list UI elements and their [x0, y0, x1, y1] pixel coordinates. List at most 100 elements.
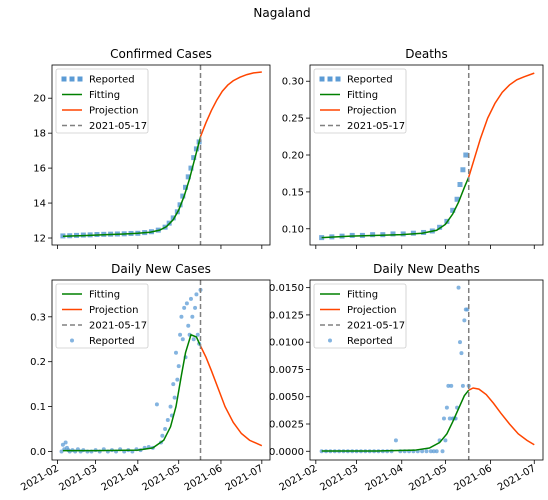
- x-tick-label: 2021-05: [407, 463, 449, 493]
- y-tick-label: 0.0025: [269, 420, 304, 431]
- reported-point: [319, 449, 324, 454]
- reported-point: [193, 305, 198, 310]
- reported-point: [459, 351, 464, 356]
- reported-point: [180, 193, 186, 199]
- y-tick-label: 0.1: [30, 402, 46, 413]
- reported-point: [393, 438, 398, 443]
- x-tick-label: 2021-05: [141, 463, 183, 493]
- fitting-line: [62, 333, 202, 452]
- panel-daily-new-cases-frame: [51, 279, 271, 461]
- reported-point: [165, 418, 170, 423]
- reported-point: [171, 382, 176, 387]
- reported-point: [160, 433, 165, 438]
- y-tick-label: 0.0000: [269, 447, 304, 458]
- reported-point: [60, 442, 65, 447]
- reported-point: [188, 296, 193, 301]
- reported-point: [176, 364, 181, 369]
- legend-marker-reported: [70, 338, 74, 343]
- panel-daily-new-cases-title: Daily New Cases: [111, 262, 211, 276]
- reported-point: [173, 350, 178, 355]
- figure-suptitle: Nagaland: [253, 6, 310, 20]
- x-tick-label: 2021-04: [100, 463, 142, 493]
- panel-daily-new-cases: Daily New Cases0.00.10.20.32021-022021-0…: [19, 262, 271, 493]
- legend-label-projection: Projection: [89, 106, 138, 117]
- legend-box: [55, 283, 149, 349]
- reported-point: [437, 224, 443, 230]
- reported-point: [59, 449, 64, 454]
- panel-deaths-plot-area: [319, 65, 535, 245]
- reported-point: [443, 438, 448, 443]
- legend-label-fitting: Fitting: [89, 90, 120, 101]
- reported-point: [194, 292, 199, 297]
- reported-point: [178, 332, 183, 337]
- reported-point: [431, 449, 436, 454]
- x-tick-label: 2021-03: [318, 463, 360, 493]
- legend-label-fitting: Fitting: [347, 90, 378, 101]
- reported-point: [457, 182, 463, 188]
- y-tick-label: 14: [33, 199, 46, 210]
- panel-daily-new-cases-legend: Fitting Projection 2021-05-17 Reported: [55, 283, 149, 349]
- y-tick-label: 20: [33, 94, 46, 105]
- reported-point: [449, 383, 454, 388]
- reported-point: [420, 449, 425, 454]
- y-tick-label: 16: [33, 164, 46, 175]
- legend-marker-reported: [77, 76, 83, 82]
- x-tick-label: 2021-03: [57, 463, 99, 493]
- reported-point: [190, 314, 195, 319]
- reported-point: [428, 449, 433, 454]
- panel-daily-new-cases-plot-area: [59, 280, 263, 460]
- reported-point: [191, 337, 196, 342]
- legend-label-reported: Reported: [89, 336, 135, 347]
- legend-label-2021-05-17: 2021-05-17: [89, 121, 147, 132]
- y-tick-label: 0.10: [282, 224, 304, 235]
- reported-point: [185, 174, 191, 180]
- reported-point: [191, 155, 197, 161]
- legend-label-fitting: Fitting: [347, 290, 378, 301]
- x-tick-label: 2021-06: [452, 463, 494, 493]
- legend-marker-reported: [61, 76, 67, 82]
- reported-point: [186, 323, 191, 328]
- legend-label-2021-05-17: 2021-05-17: [89, 321, 147, 332]
- legend-label-projection: Projection: [347, 106, 396, 117]
- y-tick-label: 0.15: [282, 187, 304, 198]
- legend-marker-reported: [319, 76, 325, 82]
- projection-line: [468, 387, 535, 446]
- reported-point: [424, 449, 429, 454]
- fitting-line: [321, 389, 470, 452]
- legend-box: [313, 283, 407, 349]
- legend-box: [55, 68, 149, 134]
- reported-point: [456, 285, 461, 290]
- reported-point: [460, 167, 466, 173]
- y-tick-label: 0.0100: [269, 338, 304, 349]
- panel-daily-new-deaths-plot-area: [319, 280, 535, 460]
- legend-label-reported: Reported: [347, 75, 393, 86]
- reported-point: [188, 165, 194, 171]
- reported-point: [184, 301, 189, 306]
- y-tick-label: 0.30: [282, 77, 304, 88]
- reported-point: [183, 184, 189, 190]
- reported-point: [172, 395, 177, 400]
- projection-line: [199, 71, 262, 137]
- fitting-line: [62, 136, 202, 238]
- legend-label-reported: Reported: [89, 75, 135, 86]
- panel-deaths-legend: Reported Fitting Projection 2021-05-17: [313, 68, 407, 134]
- y-tick-label: 0.0075: [269, 365, 304, 376]
- reported-point: [446, 383, 451, 388]
- y-tick-label: 0.0: [30, 447, 46, 458]
- reported-point: [179, 314, 184, 319]
- legend-label-2021-05-17: 2021-05-17: [347, 121, 405, 132]
- panel-confirmed-cases: Confirmed Cases 12 14 16 18 20 Reported Fitting…: [33, 47, 271, 249]
- reported-point: [170, 215, 176, 221]
- panel-confirmed-cases-frame: [51, 64, 271, 246]
- reported-point: [370, 232, 376, 238]
- y-tick-label: 0.2: [30, 357, 46, 368]
- y-tick-label: 0.0050: [269, 392, 304, 403]
- y-tick-label: 18: [33, 129, 46, 140]
- projection-line: [199, 345, 263, 447]
- x-tick-label: 2021-07: [496, 463, 538, 493]
- reported-point: [175, 377, 180, 382]
- reported-point: [447, 416, 452, 421]
- reported-point: [441, 416, 446, 421]
- reported-point: [195, 332, 200, 337]
